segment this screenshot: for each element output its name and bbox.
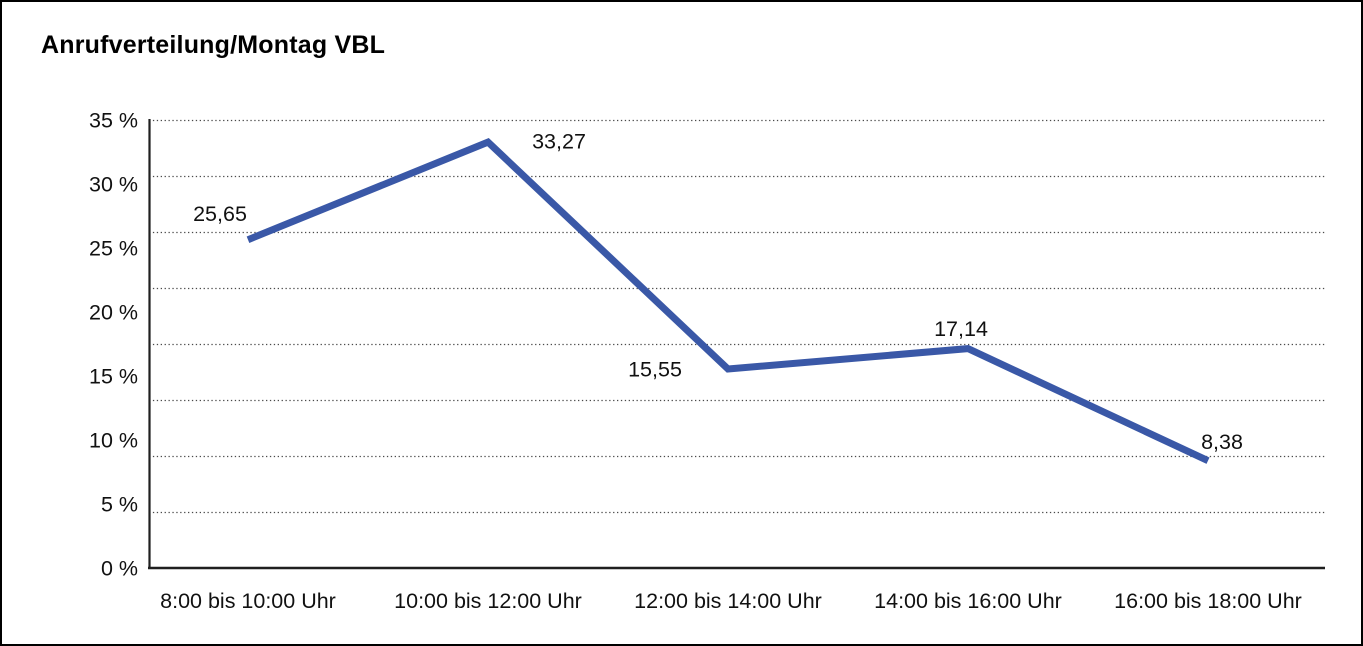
- x-tick-label: 16:00 bis 18:00 Uhr: [1114, 589, 1302, 613]
- data-label: 33,27: [532, 130, 586, 154]
- y-tick-label: 35 %: [89, 109, 138, 133]
- data-label: 15,55: [628, 357, 682, 381]
- x-tick-label: 12:00 bis 14:00 Uhr: [634, 589, 822, 613]
- data-label: 17,14: [934, 317, 988, 341]
- y-tick-label: 0 %: [101, 557, 138, 581]
- x-tick-label: 8:00 bis 10:00 Uhr: [160, 589, 336, 613]
- y-tick-label: 10 %: [89, 429, 138, 453]
- data-label: 25,65: [193, 202, 247, 226]
- y-tick-label: 30 %: [89, 173, 138, 197]
- x-tick-label: 10:00 bis 12:00 Uhr: [394, 589, 582, 613]
- chart-title: Anrufverteilung/Montag VBL: [41, 31, 386, 59]
- y-tick-label: 20 %: [89, 301, 138, 325]
- y-tick-label: 5 %: [101, 493, 138, 517]
- y-tick-label: 15 %: [89, 365, 138, 389]
- data-line: [246, 138, 1210, 464]
- data-label: 8,38: [1201, 430, 1243, 454]
- x-tick-label: 14:00 bis 16:00 Uhr: [874, 589, 1062, 613]
- y-tick-label: 25 %: [89, 237, 138, 261]
